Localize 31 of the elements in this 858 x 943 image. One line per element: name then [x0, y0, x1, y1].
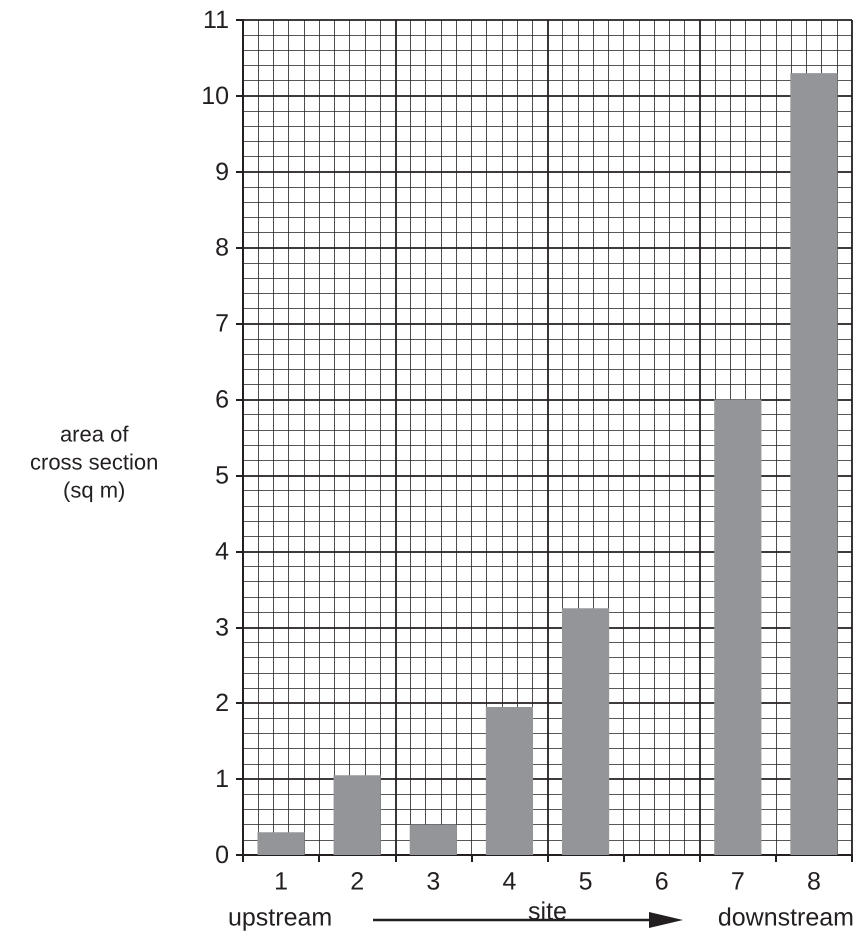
x-tick-label: 7 — [730, 868, 745, 896]
x-tick-label: 3 — [426, 868, 440, 896]
text: downstream — [718, 904, 854, 932]
x-tick-label: 4 — [502, 868, 516, 896]
bar — [486, 706, 534, 855]
x-axis-title: site — [528, 897, 567, 926]
bar — [714, 400, 762, 855]
y-tick-label: 0 — [215, 841, 229, 869]
bar — [334, 775, 381, 855]
y-tick-label: 1 — [215, 765, 229, 794]
y-tick-label: 2 — [215, 689, 229, 718]
text: upstream — [228, 904, 332, 932]
y-tick-label: 8 — [215, 234, 229, 262]
y-tick-label: 3 — [215, 613, 229, 642]
y-tick-label: 11 — [203, 6, 229, 34]
x-tick-label: 5 — [578, 868, 593, 896]
y-tick-label: 4 — [215, 537, 230, 566]
bar — [257, 832, 305, 855]
bar — [562, 608, 610, 855]
x-tick-label: 1 — [274, 868, 288, 896]
bar — [410, 824, 457, 855]
y-tick-label: 7 — [215, 310, 229, 338]
y-axis-title: area of cross section (sq m) — [30, 422, 158, 502]
x-tick-label: 6 — [654, 868, 669, 896]
x-tick-label: 2 — [350, 868, 364, 896]
y-tick-label: 6 — [215, 386, 229, 414]
y-tick-label: 10 — [201, 82, 229, 110]
y-tick-label: 5 — [215, 461, 229, 490]
x-tick-label: 8 — [806, 868, 821, 896]
y-tick-label: 9 — [215, 158, 229, 186]
bar — [790, 73, 838, 855]
